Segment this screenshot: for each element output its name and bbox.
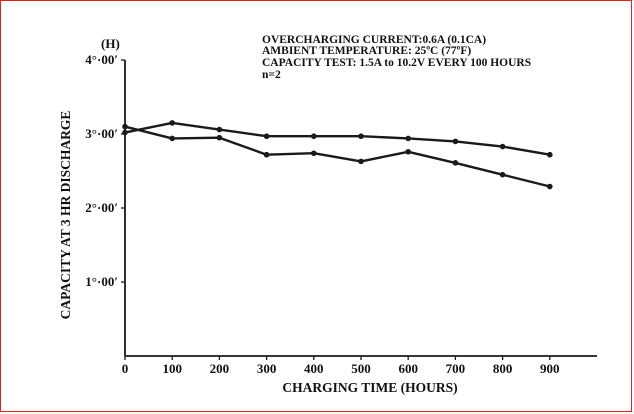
- series-2-point: [216, 134, 223, 141]
- annotation-line-1: OVERCHARGING CURRENT:0.6A (0.1CA): [262, 34, 486, 46]
- y-tick-label: 4°·00′: [85, 52, 118, 67]
- x-tick-label: 0: [122, 361, 129, 376]
- annotation-line-3: CAPACITY TEST: 1.5A to 10.2V EVERY 100 H…: [262, 57, 531, 69]
- series-2-point: [452, 160, 459, 166]
- series-1-point: [263, 133, 270, 140]
- y-tick-label: 3°·00′: [85, 126, 118, 141]
- series-1-point: [358, 133, 364, 140]
- x-axis-label: CHARGING TIME (HOURS): [282, 380, 457, 395]
- x-tick-label: 400: [304, 361, 324, 376]
- y-axis-label: CAPACITY AT 3 HR DISCHARGE: [58, 111, 73, 320]
- y-tick-label: 1°·00′: [85, 274, 118, 289]
- x-tick-label: 700: [446, 361, 466, 376]
- series-1-point: [405, 135, 412, 142]
- x-tick-label: 500: [351, 361, 371, 376]
- series-2-point: [547, 183, 553, 190]
- x-tick-label: 800: [493, 361, 513, 376]
- series-1-point: [547, 151, 553, 158]
- series-2-point: [263, 151, 270, 158]
- ticks: 0 100 200 300 400 500 600 700 800 900 1°·00′ 2°·00′…: [85, 52, 559, 376]
- series-1-point: [499, 143, 506, 150]
- y-unit-label: (H): [101, 36, 120, 51]
- series-1-point: [452, 138, 459, 145]
- x-tick-label: 600: [398, 361, 418, 376]
- axes: [124, 60, 597, 357]
- series-1-point: [169, 120, 175, 126]
- series-2-point: [122, 123, 128, 130]
- series-1-point: [122, 129, 128, 136]
- series-2-point: [405, 148, 412, 155]
- series-group: [122, 120, 553, 190]
- annotation-line-4: n=2: [262, 69, 281, 81]
- series-1-line: [124, 121, 551, 156]
- labels: (H) OVERCHARGING CURRENT:0.6A (0.1CA) AM…: [58, 34, 531, 395]
- series-2-point: [311, 150, 317, 157]
- y-tick-label: 2°·00′: [85, 200, 118, 215]
- series-1-point: [311, 133, 317, 140]
- series-1-point: [216, 126, 223, 133]
- series-2-line: [124, 125, 551, 188]
- annotation-line-2: AMBIENT TEMPERATURE: 25ºC (77ºF): [262, 45, 471, 57]
- x-tick-label: 200: [210, 361, 230, 376]
- x-tick-label: 100: [162, 361, 182, 376]
- series-2-point: [358, 158, 364, 165]
- x-tick-label: 900: [540, 361, 560, 376]
- x-tick-label: 300: [257, 361, 277, 376]
- series-2-point: [499, 171, 506, 178]
- series-2-point: [169, 135, 175, 142]
